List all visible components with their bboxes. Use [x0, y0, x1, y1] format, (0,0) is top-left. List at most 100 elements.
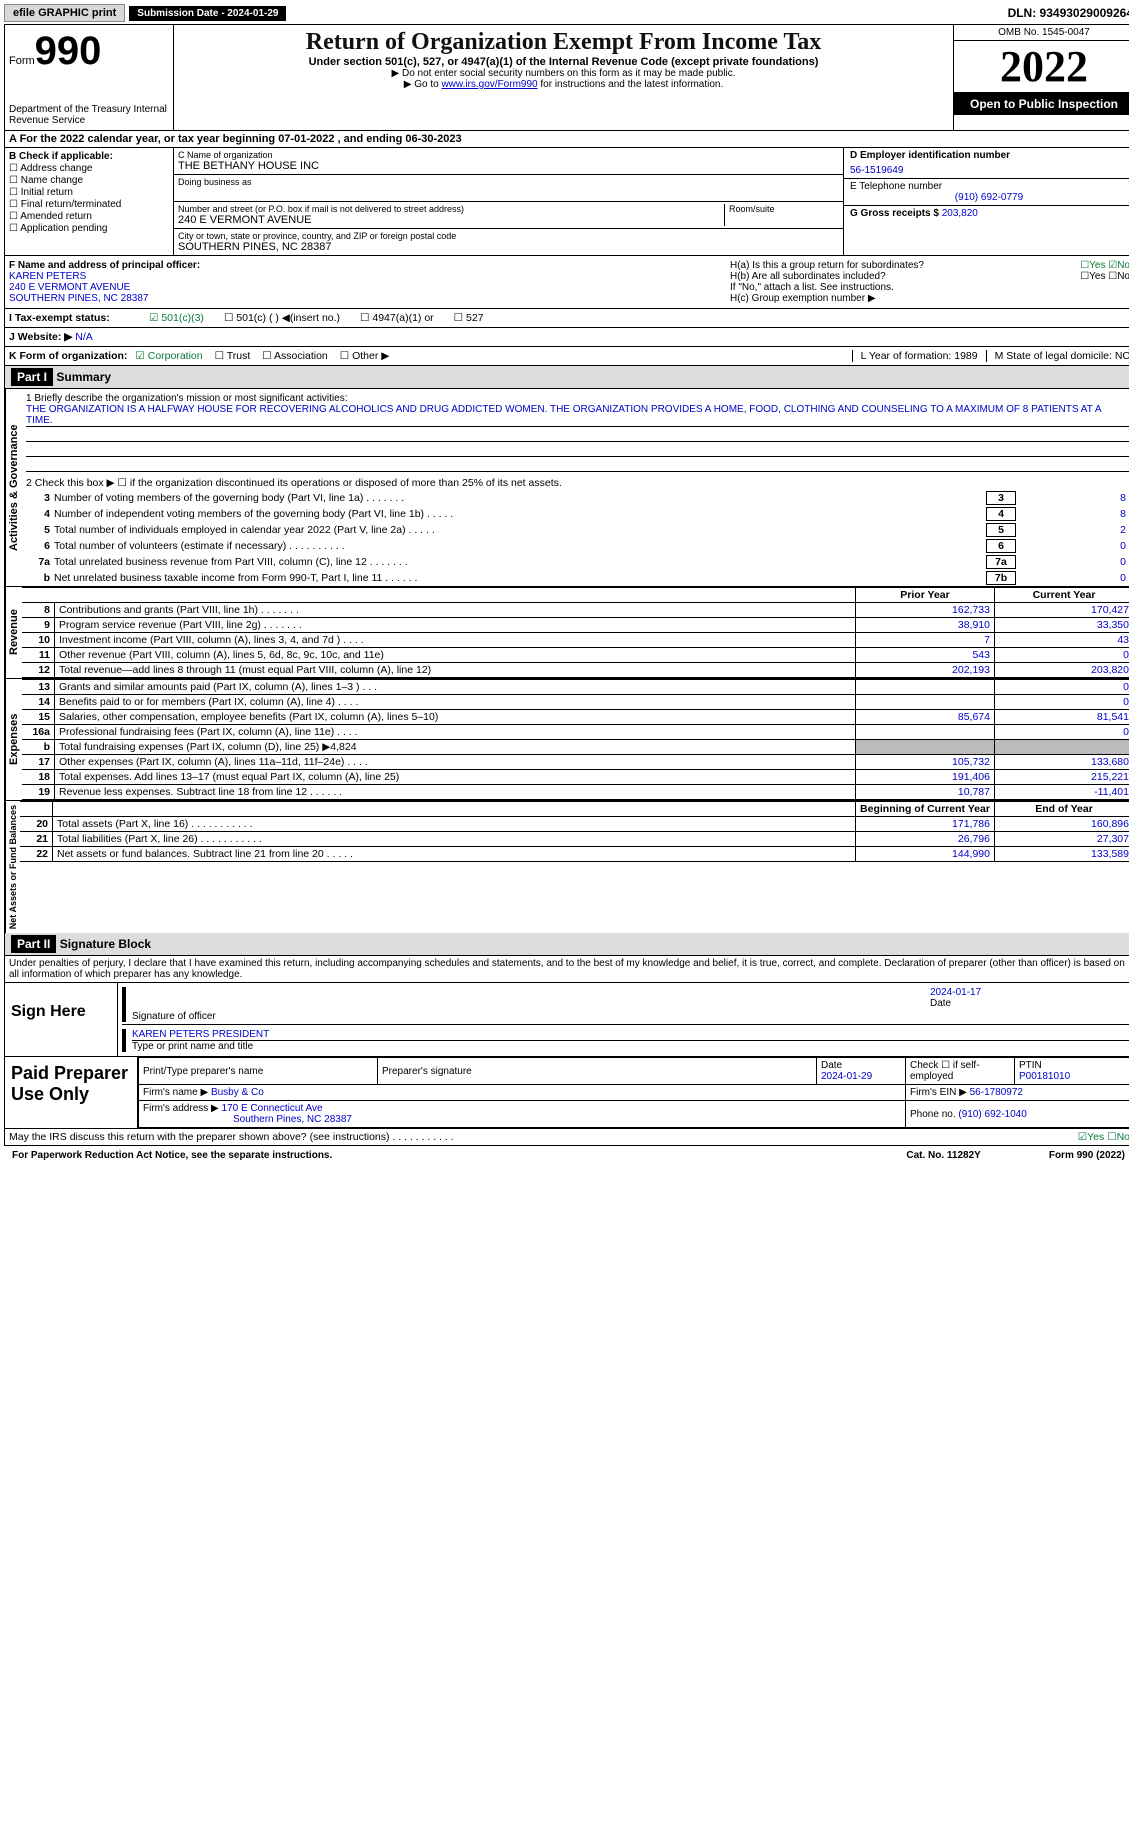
form-subtitle: Under section 501(c), 527, or 4947(a)(1)…: [178, 56, 949, 68]
ein-val: 56-1519649: [850, 165, 1128, 176]
check-corp[interactable]: ☑ Corporation: [135, 350, 202, 362]
city-val: SOUTHERN PINES, NC 28387: [178, 241, 839, 253]
dln: DLN: 93493029009264: [1008, 6, 1129, 20]
tel-label: E Telephone number: [850, 181, 1128, 192]
expenses-section: Expenses 13Grants and similar amounts pa…: [5, 678, 1129, 800]
gross-val: 203,820: [942, 208, 978, 219]
firm-name-label: Firm's name ▶: [143, 1087, 208, 1098]
year-formation: L Year of formation: 1989: [852, 350, 986, 362]
summary-line: 5Total number of individuals employed in…: [22, 522, 1129, 538]
row-fh: F Name and address of principal officer:…: [5, 256, 1129, 309]
check-name[interactable]: ☐ Name change: [9, 175, 169, 186]
header-left: Form990 Department of the Treasury Inter…: [5, 25, 174, 130]
declaration-text: Under penalties of perjury, I declare th…: [5, 956, 1129, 983]
fin-row: 8Contributions and grants (Part VIII, li…: [22, 603, 1129, 618]
form-title: Return of Organization Exempt From Incom…: [178, 29, 949, 56]
prep-check[interactable]: Check ☐ if self-employed: [906, 1058, 1015, 1085]
line-2: 2 Check this box ▶ ☐ if the organization…: [22, 476, 1129, 490]
check-501c[interactable]: ☐ 501(c) ( ) ◀(insert no.): [224, 312, 340, 324]
footer-right: Form 990 (2022): [1045, 1148, 1129, 1163]
org-name: THE BETHANY HOUSE INC: [178, 160, 839, 172]
check-assoc[interactable]: ☐ Association: [262, 350, 327, 362]
org-name-label: C Name of organization: [178, 150, 839, 160]
officer-addr1: 240 E VERMONT AVENUE: [9, 282, 722, 293]
sig-name: KAREN PETERS PRESIDENT: [132, 1029, 1129, 1041]
fin-row: 22Net assets or fund balances. Subtract …: [20, 847, 1129, 862]
tax-year: 2022: [954, 41, 1129, 93]
net-assets-section: Net Assets or Fund Balances Beginning of…: [5, 800, 1129, 933]
discuss-row: May the IRS discuss this return with the…: [5, 1128, 1129, 1145]
officer-name: KAREN PETERS: [9, 271, 722, 282]
open-inspection: Open to Public Inspection: [954, 93, 1129, 115]
fin-row: 17Other expenses (Part IX, column (A), l…: [22, 755, 1129, 770]
discuss-answer: ☑Yes ☐No: [1078, 1131, 1129, 1143]
fin-row: 19Revenue less expenses. Subtract line 1…: [22, 785, 1129, 800]
mission-text: THE ORGANIZATION IS A HALFWAY HOUSE FOR …: [26, 404, 1129, 427]
note-2: ▶ Go to www.irs.gov/Form990 for instruct…: [178, 79, 949, 90]
sign-here-block: Sign Here Signature of officer 2024-01-1…: [5, 983, 1129, 1057]
sig-date: 2024-01-17: [930, 987, 1129, 998]
row-a: A For the 2022 calendar year, or tax yea…: [5, 131, 1129, 148]
fin-row: 18Total expenses. Add lines 13–17 (must …: [22, 770, 1129, 785]
form-outer: Form990 Department of the Treasury Inter…: [4, 24, 1129, 1146]
gross-label: G Gross receipts $: [850, 208, 939, 219]
efile-button[interactable]: efile GRAPHIC print: [4, 4, 125, 22]
tab-expenses: Expenses: [5, 679, 22, 800]
form-header: Form990 Department of the Treasury Inter…: [5, 25, 1129, 131]
officer-label: F Name and address of principal officer:: [9, 260, 722, 271]
addr-val: 240 E VERMONT AVENUE: [178, 214, 720, 226]
sig-officer-label: Signature of officer: [122, 1011, 930, 1022]
fin-row: 10Investment income (Part VIII, column (…: [22, 633, 1129, 648]
ha-answer: ☐Yes ☑No: [1080, 260, 1129, 271]
fin-row: 20Total assets (Part X, line 16) . . . .…: [20, 817, 1129, 832]
check-initial[interactable]: ☐ Initial return: [9, 187, 169, 198]
fin-row: 21Total liabilities (Part X, line 26) . …: [20, 832, 1129, 847]
sig-date-label: Date: [930, 998, 1129, 1009]
check-address[interactable]: ☐ Address change: [9, 163, 169, 174]
addr-label: Number and street (or P.O. box if mail i…: [178, 204, 720, 214]
city-label: City or town, state or province, country…: [178, 231, 839, 241]
paid-label: Paid Preparer Use Only: [5, 1057, 138, 1128]
check-trust[interactable]: ☐ Trust: [215, 350, 251, 362]
check-final[interactable]: ☐ Final return/terminated: [9, 199, 169, 210]
officer-addr2: SOUTHERN PINES, NC 28387: [9, 293, 722, 304]
check-other[interactable]: ☐ Other ▶: [340, 350, 390, 362]
col-c: C Name of organization THE BETHANY HOUSE…: [174, 148, 843, 255]
summary-line: 3Number of voting members of the governi…: [22, 490, 1129, 506]
footer-left: For Paperwork Reduction Act Notice, see …: [8, 1148, 336, 1163]
check-pending[interactable]: ☐ Application pending: [9, 223, 169, 234]
summary-line: 7aTotal unrelated business revenue from …: [22, 554, 1129, 570]
summary-line: 6Total number of volunteers (estimate if…: [22, 538, 1129, 554]
room-label: Room/suite: [729, 204, 839, 214]
sig-name-label: Type or print name and title: [132, 1041, 1129, 1052]
website-label: J Website: ▶: [9, 331, 72, 343]
col-b: B Check if applicable: ☐ Address change …: [5, 148, 174, 255]
ptin-label: PTIN: [1019, 1060, 1042, 1071]
footer-mid: Cat. No. 11282Y: [902, 1148, 984, 1163]
paid-preparer-block: Paid Preparer Use Only Print/Type prepar…: [5, 1057, 1129, 1128]
topbar: efile GRAPHIC print Submission Date - 20…: [4, 4, 1129, 22]
irs-link[interactable]: www.irs.gov/Form990: [441, 79, 537, 90]
fin-row: bTotal fundraising expenses (Part IX, co…: [22, 740, 1129, 755]
state-domicile: M State of legal domicile: NC: [986, 350, 1129, 362]
fin-row: 13Grants and similar amounts paid (Part …: [22, 680, 1129, 695]
row-i: I Tax-exempt status: ☑ 501(c)(3) ☐ 501(c…: [5, 309, 1129, 328]
check-amended[interactable]: ☐ Amended return: [9, 211, 169, 222]
check-527[interactable]: ☐ 527: [454, 312, 484, 324]
fin-row: 12Total revenue—add lines 8 through 11 (…: [22, 663, 1129, 678]
hc-label: H(c) Group exemption number ▶: [730, 293, 1129, 304]
revenue-section: Revenue Prior YearCurrent Year8Contribut…: [5, 586, 1129, 678]
hb-answer: ☐Yes ☐No: [1080, 271, 1129, 282]
tab-activities: Activities & Governance: [5, 389, 22, 586]
ein-label: D Employer identification number: [850, 150, 1128, 161]
check-4947[interactable]: ☐ 4947(a)(1) or: [360, 312, 434, 324]
part2-title: Signature Block: [60, 937, 151, 951]
ha-label: H(a) Is this a group return for subordin…: [730, 260, 924, 271]
discuss-label: May the IRS discuss this return with the…: [9, 1131, 454, 1143]
page-footer: For Paperwork Reduction Act Notice, see …: [4, 1146, 1129, 1165]
form-number: 990: [35, 29, 102, 73]
note2-post: for instructions and the latest informat…: [538, 79, 724, 90]
check-501c3[interactable]: ☑ 501(c)(3): [149, 312, 204, 324]
mission-label: 1 Briefly describe the organization's mi…: [26, 393, 1129, 404]
tel-val: (910) 692-0779: [850, 192, 1128, 203]
